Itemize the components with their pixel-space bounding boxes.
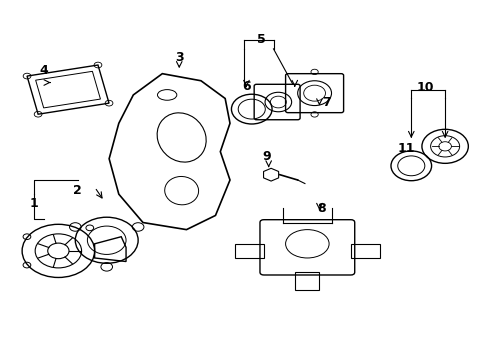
Text: 7: 7 <box>322 95 330 108</box>
Text: 8: 8 <box>317 202 325 215</box>
Text: 5: 5 <box>257 33 265 46</box>
Text: 1: 1 <box>30 197 39 210</box>
Text: 11: 11 <box>397 141 414 154</box>
Text: 2: 2 <box>73 184 82 197</box>
Text: 3: 3 <box>175 51 183 64</box>
Text: 9: 9 <box>262 150 270 163</box>
Bar <box>295 272 319 290</box>
Text: 10: 10 <box>416 81 434 94</box>
Text: 4: 4 <box>40 64 48 77</box>
Text: 6: 6 <box>242 80 251 93</box>
Bar <box>350 244 379 258</box>
Bar <box>234 244 264 258</box>
